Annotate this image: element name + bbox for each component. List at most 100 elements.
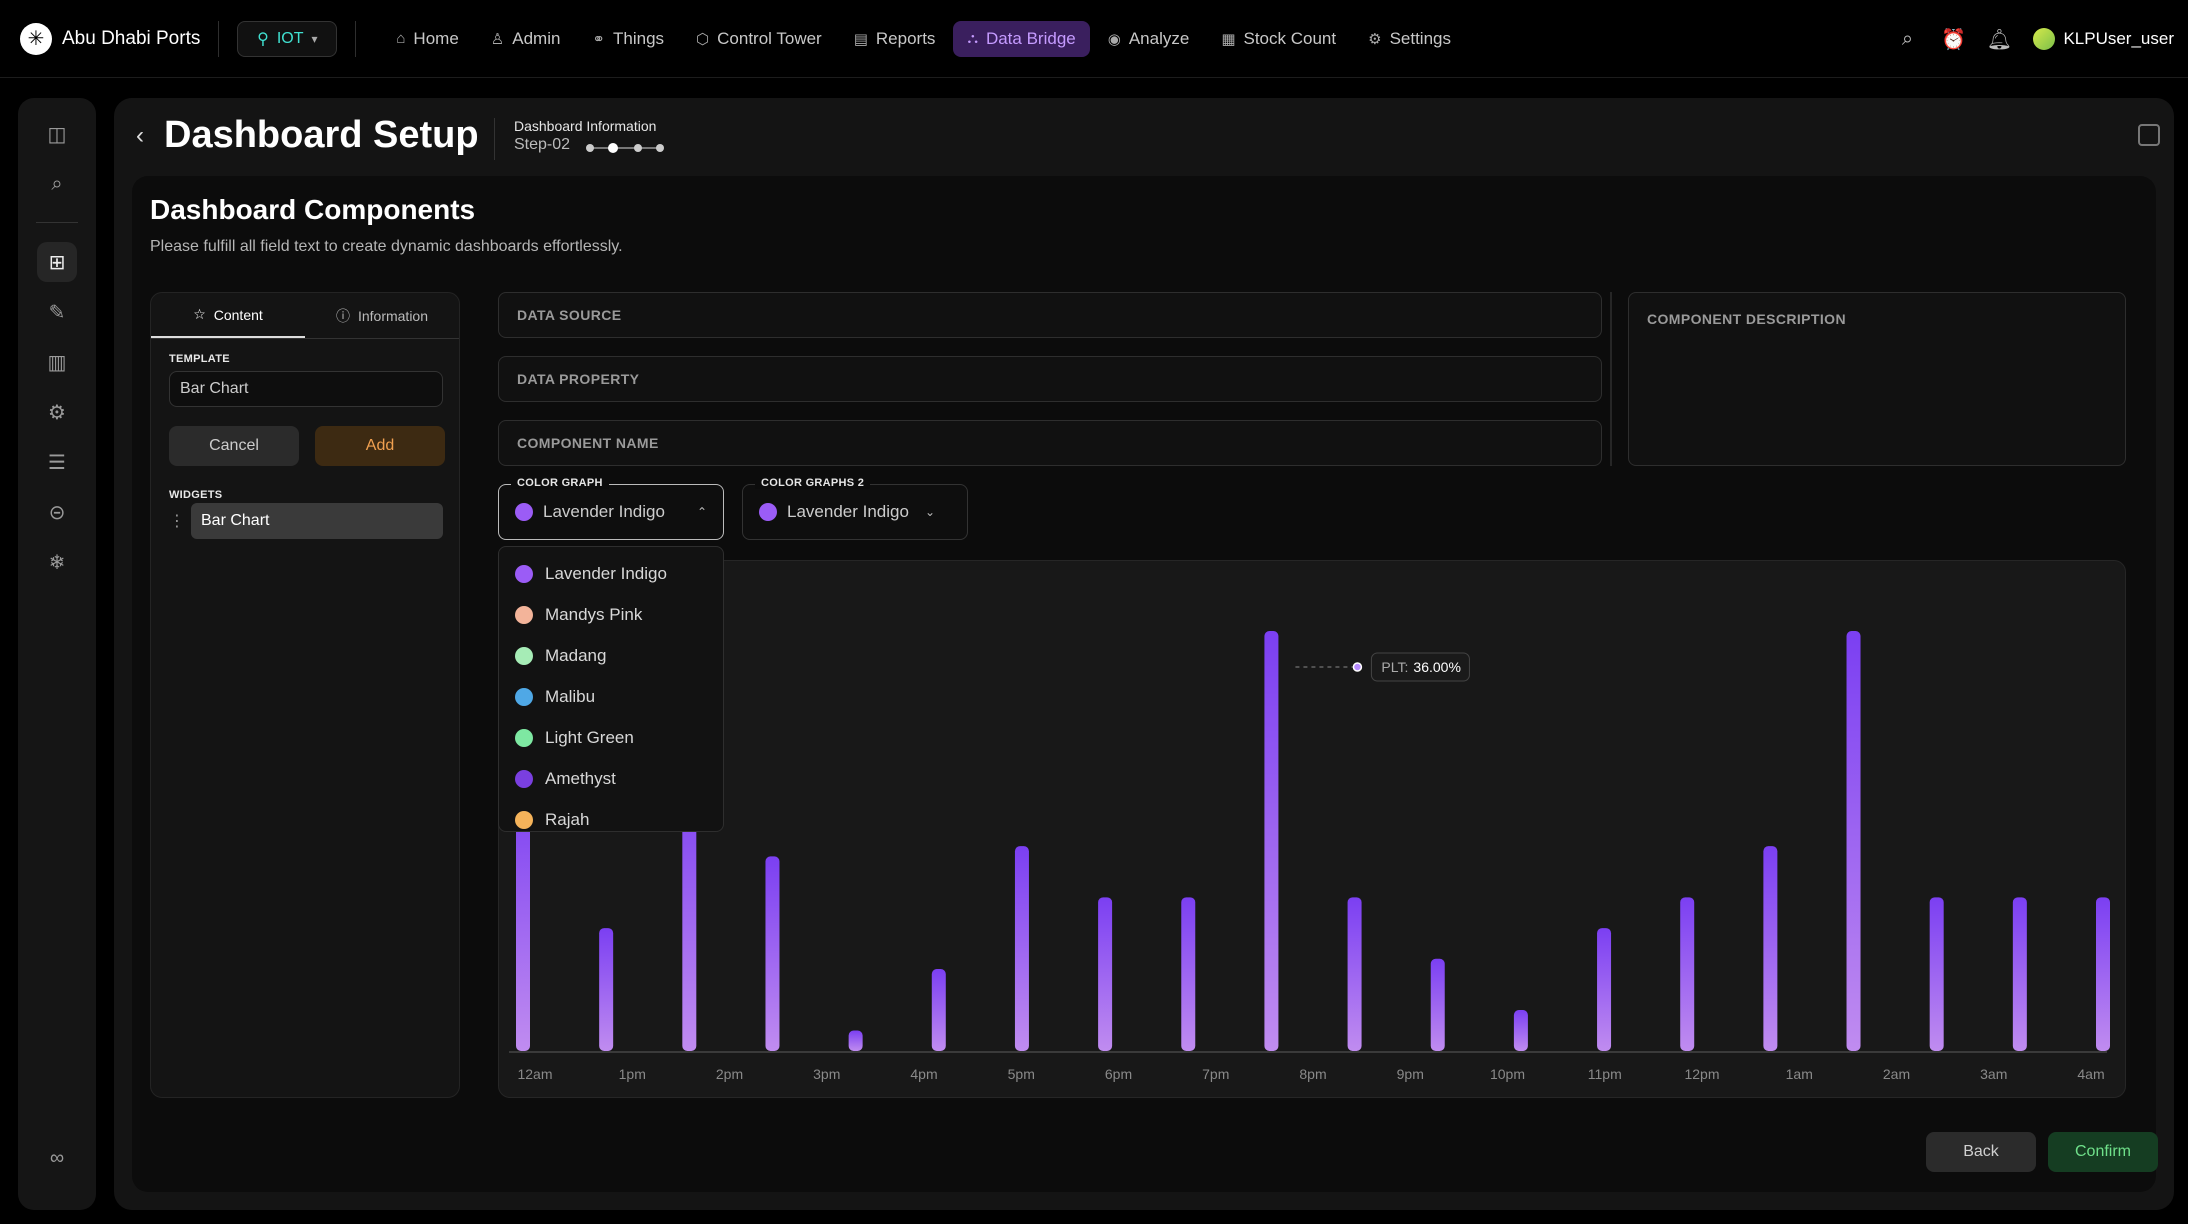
nav-item-stock-count[interactable]: ▦ Stock Count	[1207, 21, 1350, 57]
color-swatch	[515, 810, 533, 829]
dropdown-option[interactable]: Lavender Indigo	[499, 553, 723, 594]
bar[interactable]	[2012, 897, 2027, 1051]
data-source-field[interactable]: DATA SOURCE	[498, 292, 1602, 338]
bar[interactable]	[1597, 928, 1612, 1051]
main-nav: ⌂ Home ♙ Admin ⚭ Things ⬡ Control Tower ▤ Reports…	[382, 20, 1465, 57]
dashboard-icon[interactable]: ⊞	[37, 242, 77, 282]
chevron-left-icon[interactable]: ‹	[136, 122, 144, 149]
dropdown-option[interactable]: Madang	[499, 635, 723, 676]
module-selector[interactable]: ⚲ IOT ▾	[237, 20, 338, 57]
database-icon[interactable]: ☰	[48, 451, 66, 474]
template-input[interactable]: Bar Chart	[169, 371, 443, 407]
bar[interactable]	[1763, 846, 1778, 1051]
option-label: Lavender Indigo	[545, 563, 667, 583]
bar[interactable]	[599, 928, 614, 1051]
component-name-field[interactable]: COMPONENT NAME	[498, 420, 1602, 466]
option-label: Amethyst	[545, 768, 616, 788]
left-rail: ◫ ⌕ ⊞ ✎ ▥ ⚙ ☰ ⊝ ❄ ∞	[18, 98, 96, 1210]
tab-information[interactable]: ⓘ Information	[305, 293, 459, 338]
nav-item-data-bridge[interactable]: ⛬ Data Bridge	[953, 20, 1090, 57]
api-gear-icon[interactable]: ⚙	[48, 401, 66, 424]
x-tick-label: 11pm	[1588, 1066, 1622, 1082]
color-graph-select[interactable]: COLOR GRAPH Lavender Indigo ⌃	[498, 477, 724, 540]
x-tick-label: 1am	[1786, 1066, 1813, 1082]
nav-item-settings[interactable]: ⚙ Settings	[1354, 21, 1465, 57]
divider	[494, 118, 495, 160]
tab-content[interactable]: ☆ Content	[151, 293, 305, 338]
section-subtitle: Please fulfill all field text to create …	[150, 238, 623, 255]
dropdown-option[interactable]: Mandys Pink	[499, 594, 723, 635]
nav-item-admin[interactable]: ♙ Admin	[477, 21, 575, 57]
cancel-button[interactable]: Cancel	[169, 426, 299, 466]
add-button[interactable]: Add	[315, 426, 445, 466]
step-dot	[586, 144, 594, 152]
bar[interactable]	[1680, 897, 1695, 1051]
bar[interactable]	[1430, 958, 1445, 1051]
option-label: Madang	[545, 645, 607, 665]
tab-label: Content	[213, 306, 263, 323]
back-button[interactable]: Back	[1926, 1132, 2036, 1172]
widget-item[interactable]: Bar Chart	[191, 503, 443, 539]
user-menu[interactable]: KLPUser_user	[2033, 28, 2174, 50]
color-graph-2-select[interactable]: COLOR GRAPHS 2 Lavender Indigo ⌄	[742, 477, 968, 540]
snowflake-icon[interactable]: ❄	[48, 551, 66, 574]
color-swatch	[515, 728, 533, 747]
bar[interactable]	[682, 774, 697, 1051]
search-icon[interactable]: ⌕	[1901, 27, 1914, 50]
option-label: Rajah	[545, 809, 590, 829]
x-tick-label: 3am	[1980, 1066, 2007, 1082]
dropdown-option[interactable]: Light Green	[499, 717, 723, 758]
color-graph-label: COLOR GRAPH	[511, 477, 609, 489]
link-icon[interactable]: ⊝	[48, 501, 66, 524]
bar[interactable]	[765, 856, 780, 1051]
sidebar-toggle-icon[interactable]: ◫	[47, 123, 67, 146]
nav-item-home[interactable]: ⌂ Home	[382, 21, 472, 57]
color-swatch	[515, 503, 533, 521]
step-progress	[586, 142, 666, 154]
alarm-icon[interactable]: ⏰	[1940, 28, 1966, 51]
nav-item-reports[interactable]: ▤ Reports	[840, 21, 950, 57]
infinity-icon[interactable]: ∞	[49, 1146, 65, 1169]
bar[interactable]	[848, 1030, 863, 1051]
bar[interactable]	[1929, 897, 1944, 1051]
maximize-icon[interactable]	[2138, 124, 2160, 146]
tooltip-label: PLT:	[1381, 659, 1408, 675]
x-tick-label: 3pm	[813, 1066, 840, 1082]
bar[interactable]	[1014, 846, 1029, 1051]
divider	[218, 20, 220, 57]
data-property-field[interactable]: DATA PROPERTY	[498, 356, 1602, 402]
bar[interactable]	[1513, 1010, 1528, 1051]
x-tick-label: 10pm	[1490, 1066, 1525, 1082]
nav-item-things[interactable]: ⚭ Things	[578, 21, 678, 57]
color-swatch	[515, 605, 533, 624]
bar[interactable]	[1347, 897, 1362, 1051]
color-swatch	[515, 769, 533, 788]
dropdown-option[interactable]: Amethyst	[499, 758, 723, 799]
dropdown-option[interactable]: Malibu	[499, 676, 723, 717]
bar[interactable]	[2096, 897, 2110, 1051]
bar[interactable]	[516, 784, 530, 1051]
map-icon[interactable]: ▥	[47, 351, 67, 374]
bar[interactable]	[1181, 897, 1196, 1051]
widgets-label: WIDGETS	[169, 489, 223, 501]
bar[interactable]	[1264, 631, 1279, 1051]
bar[interactable]	[931, 969, 946, 1051]
ruler-icon[interactable]: ✎	[48, 301, 66, 324]
brand-logo-icon: ✳	[20, 22, 52, 55]
x-tick-label: 12am	[517, 1066, 552, 1082]
search-icon[interactable]: ⌕	[51, 172, 63, 195]
bar[interactable]	[1846, 631, 1861, 1051]
dropdown-option[interactable]: Rajah	[499, 799, 723, 840]
x-tick-label: 7pm	[1202, 1066, 1229, 1082]
confirm-button[interactable]: Confirm	[2048, 1132, 2158, 1172]
bell-icon[interactable]: 🔔︎	[1986, 28, 2013, 51]
nav-item-analyze[interactable]: ◉ Analyze	[1094, 21, 1204, 57]
nav-label: Admin	[512, 28, 561, 48]
nav-item-control-tower[interactable]: ⬡ Control Tower	[682, 21, 836, 57]
nav-label: Control Tower	[717, 28, 822, 48]
x-tick-label: 1pm	[619, 1066, 646, 1082]
bar[interactable]	[1098, 897, 1113, 1051]
brand[interactable]: ✳ Abu Dhabi Ports	[20, 22, 200, 55]
x-tick-label: 9pm	[1397, 1066, 1424, 1082]
component-description-field[interactable]: COMPONENT DESCRIPTION	[1628, 292, 2126, 466]
